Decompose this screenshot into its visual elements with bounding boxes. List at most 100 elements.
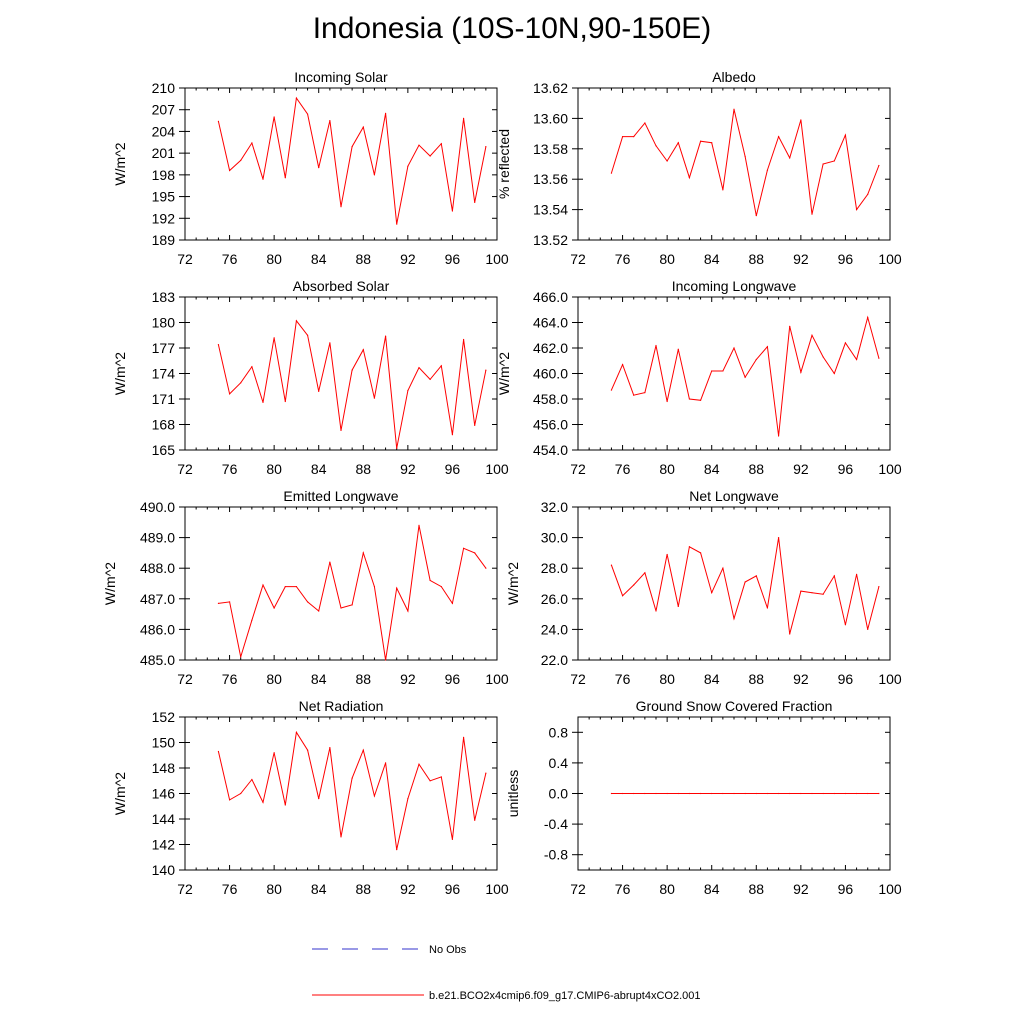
y-tick-label: 13.56	[533, 171, 568, 187]
x-tick-label: 88	[748, 671, 764, 687]
y-tick-label: 195	[152, 189, 176, 205]
data-point	[621, 595, 624, 597]
y-tick-label: 485.0	[140, 652, 175, 668]
data-point	[462, 547, 465, 549]
y-tick-label: 13.62	[533, 80, 568, 96]
data-point	[610, 564, 613, 566]
data-point	[362, 552, 364, 554]
data-point	[451, 838, 454, 841]
data-point	[677, 605, 679, 608]
x-tick-label: 92	[400, 671, 416, 687]
x-tick-label: 96	[838, 671, 854, 687]
y-axis-label: % reflected	[496, 129, 512, 199]
y-tick-label: 171	[152, 391, 176, 407]
x-tick-label: 80	[659, 671, 675, 687]
data-point	[373, 397, 376, 399]
y-tick-label: 13.58	[533, 141, 568, 157]
data-point	[251, 366, 253, 368]
x-tick-label: 72	[177, 881, 193, 897]
panel-title: Net Longwave	[689, 488, 779, 504]
data-point	[407, 389, 409, 392]
data-point	[318, 798, 320, 800]
data-point	[699, 552, 702, 554]
x-tick-label: 76	[615, 461, 631, 477]
data-point	[655, 145, 657, 147]
series-line	[217, 96, 487, 225]
data-point	[722, 189, 724, 191]
y-axis-label: W/m^2	[112, 772, 128, 815]
x-tick-label: 100	[485, 881, 509, 897]
y-tick-label: 198	[152, 167, 176, 183]
data-point	[844, 624, 847, 626]
x-tick-label: 88	[355, 461, 371, 477]
data-point	[733, 108, 735, 110]
x-tick-label: 72	[177, 251, 193, 267]
data-point	[855, 792, 858, 795]
data-point	[351, 777, 353, 779]
data-point	[610, 389, 613, 391]
data-point	[677, 142, 679, 144]
data-point	[373, 795, 376, 797]
panel-4: Incoming Longwave W/m^2 72 76 80 84 88 92 96 100 4…	[496, 278, 902, 477]
data-point	[284, 585, 286, 588]
data-point	[666, 792, 668, 795]
x-tick-label: 80	[659, 251, 675, 267]
data-point	[407, 798, 409, 800]
y-axis-label: W/m^2	[496, 352, 512, 395]
data-point	[407, 610, 409, 612]
data-point	[610, 792, 613, 795]
data-point	[228, 393, 231, 395]
data-point	[351, 604, 353, 606]
series-line	[217, 730, 487, 850]
x-tick-label: 84	[311, 251, 327, 267]
x-tick-label: 100	[485, 461, 509, 477]
x-tick-label: 80	[659, 881, 675, 897]
data-point	[451, 434, 454, 436]
x-tick-label: 92	[400, 461, 416, 477]
y-tick-label: -0.8	[544, 847, 568, 863]
data-point	[329, 747, 331, 749]
data-point	[451, 210, 454, 212]
y-tick-label: 204	[152, 123, 176, 139]
data-point	[644, 792, 646, 795]
data-point	[217, 750, 220, 753]
x-tick-label: 100	[878, 881, 902, 897]
data-point	[855, 573, 858, 575]
data-point	[699, 792, 702, 795]
data-point	[440, 776, 442, 778]
data-point	[633, 584, 635, 586]
panel-title: Albedo	[712, 69, 756, 85]
y-tick-label: 30.0	[541, 530, 568, 546]
data-point	[474, 424, 476, 426]
y-tick-label: 462.0	[533, 340, 568, 356]
data-point	[396, 447, 398, 449]
panel-3: Absorbed Solar W/m^2 72 76 80 84 88 92 96 100 165 1…	[112, 278, 509, 477]
data-point	[688, 177, 691, 179]
y-tick-label: 13.52	[533, 232, 568, 248]
y-tick-label: 144	[152, 811, 176, 827]
data-point	[744, 581, 746, 583]
data-point	[306, 601, 309, 603]
x-tick-label: 96	[838, 461, 854, 477]
data-point	[777, 136, 780, 138]
data-point	[318, 167, 320, 169]
panel-6: Net Longwave W/m^2 72 76 80 84 88 92 96 100 22.0 24…	[505, 488, 902, 687]
x-tick-label: 96	[445, 461, 461, 477]
series-line	[610, 315, 880, 437]
y-tick-label: 210	[152, 80, 176, 96]
data-point	[688, 546, 691, 548]
data-point	[284, 804, 286, 806]
data-point	[306, 749, 309, 751]
data-point	[666, 160, 668, 162]
data-point	[822, 792, 824, 795]
y-tick-label: 165	[152, 442, 176, 458]
y-tick-label: 146	[152, 786, 176, 802]
data-point	[655, 610, 657, 612]
data-point	[688, 398, 691, 400]
data-point	[262, 584, 264, 586]
x-tick-label: 92	[793, 671, 809, 687]
y-tick-label: 466.0	[533, 289, 568, 305]
x-tick-label: 84	[311, 881, 327, 897]
y-tick-label: 487.0	[140, 591, 175, 607]
